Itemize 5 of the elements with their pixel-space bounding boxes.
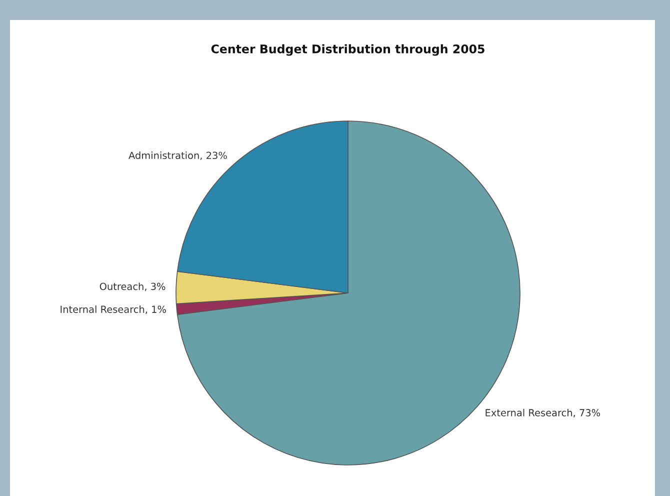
- slice-label: Administration, 23%: [128, 152, 227, 160]
- slice-label: Outreach, 3%: [100, 282, 166, 292]
- slice-label: Internal Research, 1%: [60, 305, 166, 314]
- chart-title: Center Budget Distribution through 2005: [211, 44, 484, 56]
- slice-label: External Research, 73%: [486, 408, 600, 418]
